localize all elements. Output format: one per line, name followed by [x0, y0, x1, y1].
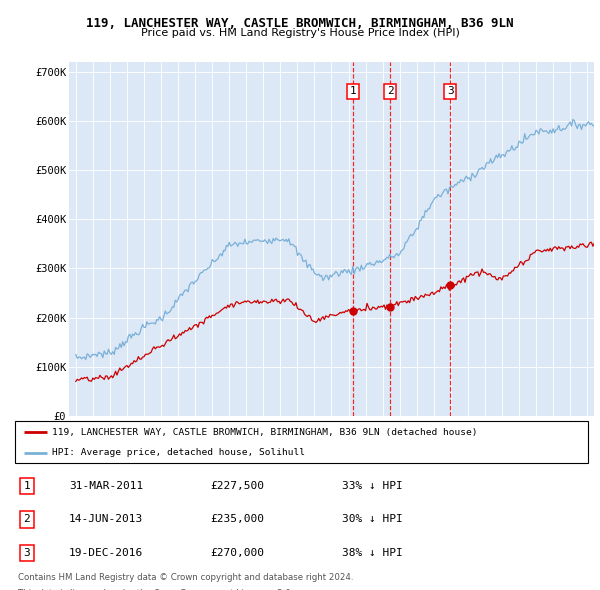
Text: 38% ↓ HPI: 38% ↓ HPI: [342, 548, 403, 558]
Text: £227,500: £227,500: [210, 481, 264, 491]
Text: 19-DEC-2016: 19-DEC-2016: [69, 548, 143, 558]
Text: 2: 2: [387, 87, 394, 96]
Text: 31-MAR-2011: 31-MAR-2011: [69, 481, 143, 491]
Text: 14-JUN-2013: 14-JUN-2013: [69, 514, 143, 525]
Text: 119, LANCHESTER WAY, CASTLE BROMWICH, BIRMINGHAM, B36 9LN: 119, LANCHESTER WAY, CASTLE BROMWICH, BI…: [86, 17, 514, 30]
Text: 3: 3: [23, 548, 31, 558]
Text: This data is licensed under the Open Government Licence v3.0.: This data is licensed under the Open Gov…: [18, 589, 293, 590]
Text: HPI: Average price, detached house, Solihull: HPI: Average price, detached house, Soli…: [52, 448, 305, 457]
Text: 33% ↓ HPI: 33% ↓ HPI: [342, 481, 403, 491]
Text: 119, LANCHESTER WAY, CASTLE BROMWICH, BIRMINGHAM, B36 9LN (detached house): 119, LANCHESTER WAY, CASTLE BROMWICH, BI…: [52, 428, 478, 437]
Text: 3: 3: [447, 87, 454, 96]
Text: 2: 2: [23, 514, 31, 525]
Text: 1: 1: [23, 481, 31, 491]
Text: 30% ↓ HPI: 30% ↓ HPI: [342, 514, 403, 525]
Text: £235,000: £235,000: [210, 514, 264, 525]
Text: Price paid vs. HM Land Registry's House Price Index (HPI): Price paid vs. HM Land Registry's House …: [140, 28, 460, 38]
Text: 1: 1: [349, 87, 356, 96]
Text: Contains HM Land Registry data © Crown copyright and database right 2024.: Contains HM Land Registry data © Crown c…: [18, 573, 353, 582]
Text: £270,000: £270,000: [210, 548, 264, 558]
